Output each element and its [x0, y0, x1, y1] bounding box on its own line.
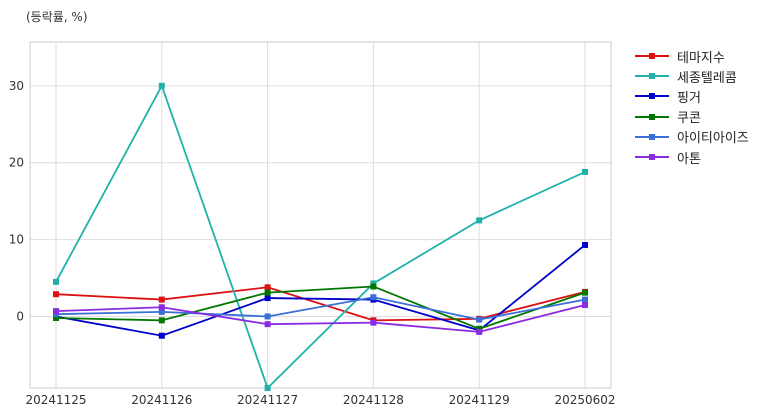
data-point	[53, 278, 59, 285]
x-tick-label: 20241126	[131, 393, 192, 407]
legend-item: 테마지수	[635, 46, 749, 66]
y-tick-label: 30	[9, 79, 24, 93]
data-point	[370, 319, 377, 326]
data-point	[476, 316, 483, 323]
legend-swatch	[635, 71, 669, 81]
series-group	[53, 301, 588, 335]
x-tick-label: 20250602	[554, 393, 615, 407]
legend-label: 세종텔레콤	[677, 70, 737, 86]
legend-item: 쿠콘	[635, 107, 749, 127]
data-point	[582, 241, 588, 248]
legend-label: 쿠콘	[677, 111, 701, 127]
series-line	[55, 83, 586, 390]
plot-frame	[29, 41, 612, 389]
series-group	[53, 283, 588, 332]
data-point	[158, 296, 165, 303]
x-tick-label: 20241128	[343, 393, 404, 407]
data-point	[264, 295, 271, 302]
data-point	[476, 217, 483, 224]
data-point	[264, 313, 271, 320]
legend-label: 아이티아이즈	[677, 131, 749, 147]
data-point	[158, 82, 165, 89]
legend-swatch	[635, 51, 669, 61]
data-point	[476, 328, 483, 335]
x-tick-label: 20241125	[25, 393, 86, 407]
series-group	[53, 294, 588, 323]
unit-label: (등락률, %)	[26, 10, 88, 24]
data-point	[53, 308, 59, 315]
data-point	[370, 280, 377, 287]
data-point	[264, 321, 271, 328]
data-point	[53, 291, 59, 298]
legend-item: 아톤	[635, 147, 749, 167]
data-point	[370, 294, 377, 301]
data-point	[158, 304, 165, 311]
data-point	[370, 283, 377, 290]
data-point	[264, 289, 271, 296]
axis-layer: 0 10 20 30 20241125 20241126 20241127 20241128 2…	[9, 79, 616, 407]
data-point	[158, 332, 165, 339]
y-tick-label: 20	[9, 156, 24, 170]
x-tick-label: 20241129	[449, 393, 510, 407]
legend-swatch	[635, 112, 669, 122]
legend-swatch	[635, 91, 669, 101]
data-point	[582, 168, 588, 175]
data-point	[158, 308, 165, 315]
series-line	[55, 286, 586, 322]
data-point	[582, 301, 588, 308]
series-line	[55, 285, 586, 330]
x-tick-label: 20241127	[237, 393, 298, 407]
legend-item: 핑거	[635, 86, 749, 106]
data-point	[582, 289, 588, 296]
data-point	[53, 311, 59, 318]
legend-label: 아톤	[677, 151, 701, 167]
data-point	[264, 385, 271, 391]
series-line	[55, 296, 586, 321]
data-point	[582, 296, 588, 303]
legend-swatch	[635, 152, 669, 162]
y-tick-label: 0	[16, 309, 24, 323]
data-point	[53, 315, 59, 322]
data-point	[476, 325, 483, 332]
series-layer	[53, 82, 588, 391]
legend-item: 아이티아이즈	[635, 127, 749, 147]
series-line	[55, 304, 586, 333]
series-group	[53, 82, 588, 391]
data-point	[264, 284, 271, 291]
y-tick-label: 10	[9, 233, 24, 247]
legend-label: 핑거	[677, 90, 701, 106]
legend-item: 세종텔레콤	[635, 66, 749, 86]
legend-label: 테마지수	[677, 50, 725, 66]
legend-swatch	[635, 132, 669, 142]
data-point	[158, 317, 165, 324]
